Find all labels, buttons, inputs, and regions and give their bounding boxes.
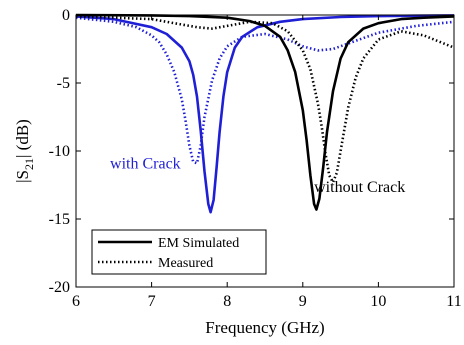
x-tick-label: 6: [72, 293, 80, 310]
y-tick-label: -20: [49, 279, 70, 296]
tick-layer: 6 7 8 9 10 11 0 -5 -10 -15 -20: [49, 7, 462, 310]
x-tick-label: 7: [148, 293, 156, 310]
x-axis-label: Frequency (GHz): [205, 318, 324, 337]
x-tick-label: 10: [370, 293, 386, 310]
x-tick-label: 9: [299, 293, 307, 310]
legend-label-measured: Measured: [158, 256, 213, 271]
series-layer: [75, 13, 455, 214]
y-axis-label-tail: | (dB): [13, 119, 32, 158]
series-line-black-solid: [75, 13, 455, 211]
y-tick-label: -15: [49, 211, 70, 228]
y-axis-label: |S21| (dB): [13, 119, 36, 183]
y-axis-label-main: |S: [13, 170, 32, 183]
y-axis-label-sub: 21: [22, 158, 36, 170]
series-line-black-dotted: [75, 15, 455, 184]
annotation-without-crack: without Crack: [314, 179, 405, 196]
y-tick-label: 0: [62, 7, 70, 24]
legend-box: [91, 229, 267, 275]
y-tick-label: -5: [57, 75, 70, 92]
series-line-blue-dotted: [75, 16, 455, 165]
legend-label-simulated: EM Simulated: [158, 236, 239, 251]
series-line-blue-solid: [75, 14, 455, 214]
y-tick-label: -10: [49, 143, 70, 160]
x-tick-label: 11: [446, 293, 461, 310]
legend: EM Simulated Measured: [91, 229, 267, 275]
x-tick-label: 8: [223, 293, 231, 310]
annotation-with-crack: with Crack: [110, 156, 181, 173]
